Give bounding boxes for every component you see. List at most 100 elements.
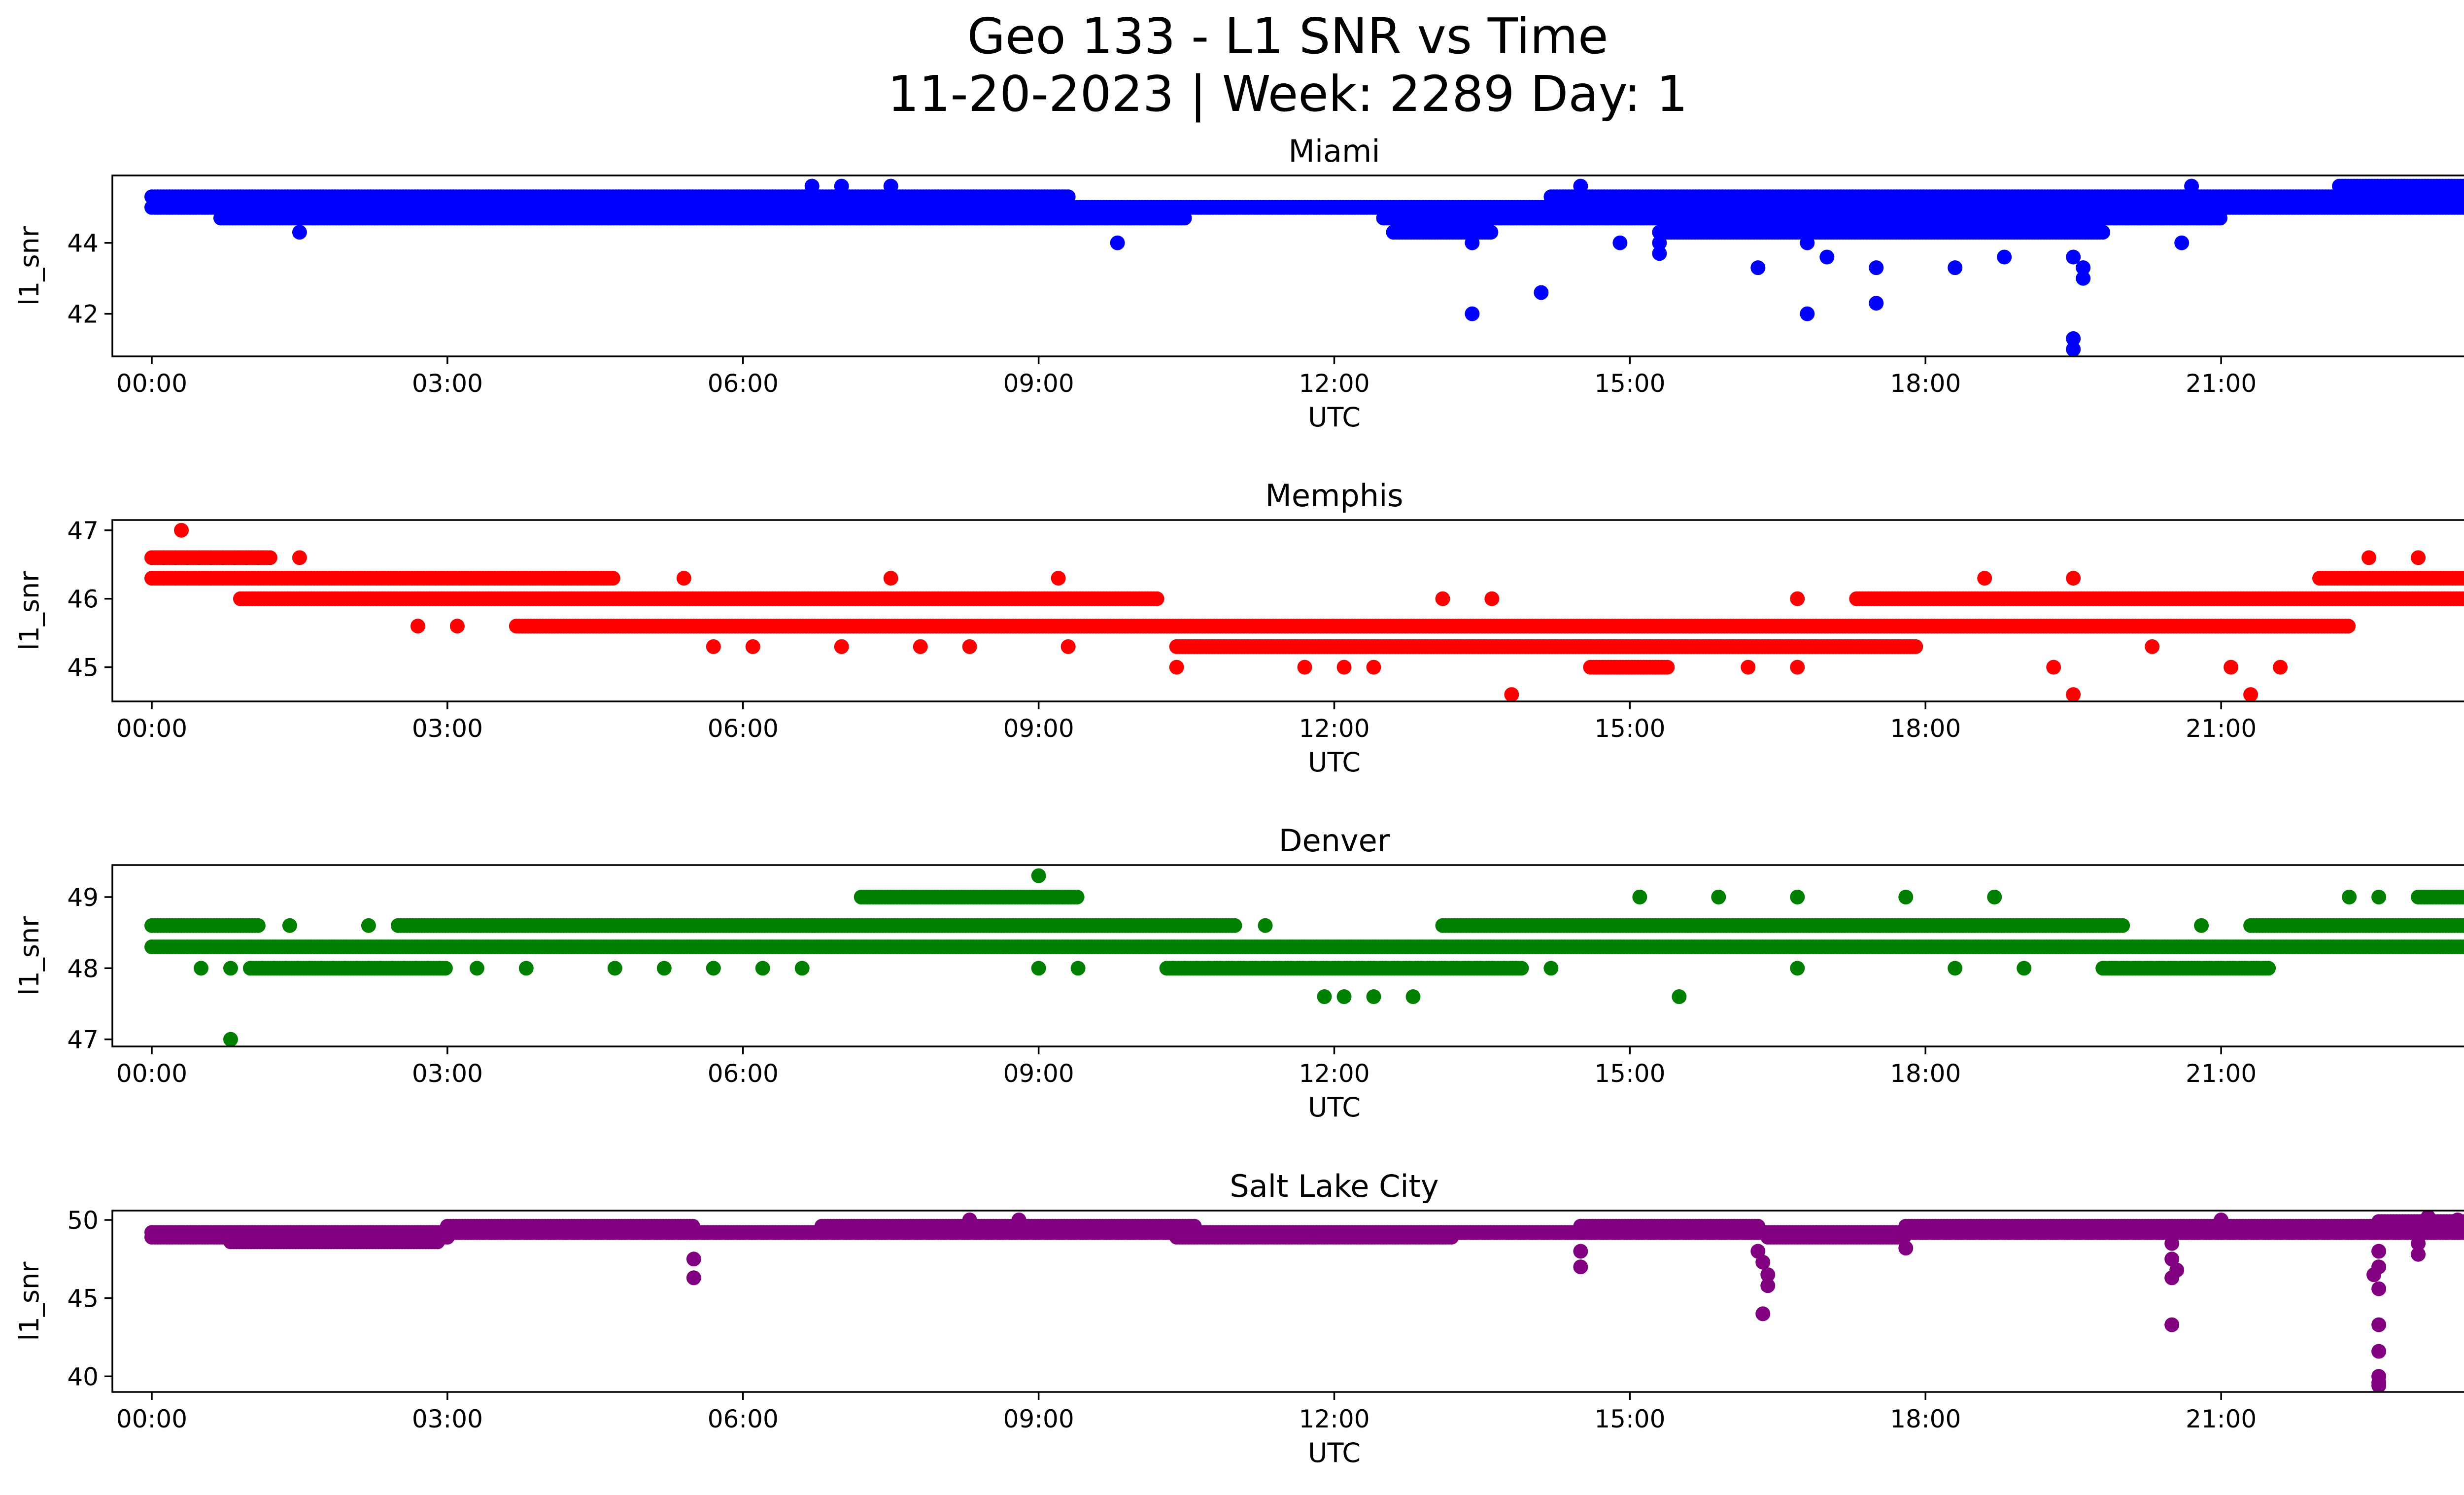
data-point bbox=[834, 639, 849, 654]
point-band-denver-0 bbox=[144, 939, 2464, 954]
point-band-memphis-5 bbox=[1327, 619, 2229, 634]
data-point bbox=[1465, 306, 1480, 321]
data-point bbox=[1660, 660, 1675, 675]
data-point bbox=[1336, 660, 1352, 675]
x-tick-label: 03:00 bbox=[412, 369, 483, 398]
data-point bbox=[2066, 249, 2081, 265]
data-point bbox=[2174, 235, 2190, 250]
point-band-memphis-8 bbox=[2312, 571, 2464, 586]
data-point bbox=[2243, 687, 2259, 701]
data-point bbox=[2462, 202, 2464, 212]
x-tick-label: 18:00 bbox=[1890, 369, 1961, 398]
data-point bbox=[2462, 181, 2464, 191]
data-point bbox=[1869, 296, 1884, 311]
y-tick-label: 45 bbox=[67, 654, 99, 682]
axes-title-memphis: Memphis bbox=[1265, 478, 1403, 514]
y-tick-label: 46 bbox=[67, 585, 99, 614]
y-tick-label: 44 bbox=[67, 229, 99, 258]
x-tick-label: 21:00 bbox=[2186, 369, 2257, 398]
data-point bbox=[1652, 246, 1667, 261]
scatter-series-miami bbox=[144, 178, 2464, 356]
y-axis-label-memphis: l1_snr bbox=[14, 571, 45, 651]
data-point bbox=[449, 619, 465, 634]
y-axis-label-miami: l1_snr bbox=[14, 226, 45, 306]
x-tick-label: 15:00 bbox=[1594, 714, 1665, 743]
x-tick-label: 00:00 bbox=[116, 369, 187, 398]
point-band-denver-2 bbox=[390, 918, 1242, 933]
data-point bbox=[1465, 235, 1480, 250]
x-axis-label-miami: UTC bbox=[1308, 402, 1361, 433]
data-point bbox=[1652, 235, 1667, 250]
point-band-denver-1 bbox=[144, 918, 266, 933]
data-point bbox=[1169, 660, 1184, 675]
data-point bbox=[2459, 939, 2464, 954]
x-tick-label: 09:00 bbox=[1003, 369, 1074, 398]
data-point bbox=[1800, 235, 1815, 250]
data-point bbox=[883, 571, 898, 586]
axes-title-denver: Denver bbox=[1279, 823, 1390, 859]
data-point bbox=[1573, 178, 1588, 194]
data-point bbox=[1977, 571, 1992, 586]
data-point bbox=[1800, 306, 1815, 321]
data-point bbox=[292, 550, 307, 565]
data-point bbox=[2095, 225, 2111, 240]
point-band-memphis-1 bbox=[144, 571, 620, 586]
data-point bbox=[1483, 225, 1499, 240]
x-axis-label-memphis: UTC bbox=[1308, 747, 1361, 778]
data-point bbox=[2046, 660, 2061, 675]
data-point bbox=[262, 550, 277, 565]
figure-title-line2: 11-20-2023 | Week: 2289 Day: 1 bbox=[888, 65, 1687, 123]
data-point bbox=[745, 639, 760, 654]
data-point bbox=[2224, 660, 2239, 675]
x-tick-label: 18:00 bbox=[1890, 714, 1961, 743]
point-band-memphis-7 bbox=[2214, 619, 2356, 634]
data-point bbox=[676, 571, 691, 586]
data-point bbox=[605, 571, 620, 586]
data-point bbox=[834, 178, 849, 194]
data-point bbox=[2411, 550, 2426, 565]
x-tick-label: 09:00 bbox=[1003, 714, 1074, 743]
data-point bbox=[1110, 235, 1125, 250]
point-band-miami-4 bbox=[1543, 189, 2464, 205]
data-point bbox=[2462, 941, 2464, 952]
data-point bbox=[2361, 550, 2377, 565]
data-point bbox=[1177, 210, 1192, 226]
data-point bbox=[706, 639, 721, 654]
x-tick-label: 03:00 bbox=[412, 714, 483, 743]
data-point bbox=[2066, 571, 2081, 586]
data-point bbox=[1612, 235, 1628, 250]
scatter-series-denver bbox=[144, 868, 2464, 1046]
x-tick-label: 00:00 bbox=[116, 714, 187, 743]
data-point bbox=[1366, 660, 1381, 675]
x-tick-label: 21:00 bbox=[2186, 714, 2257, 743]
x-tick-label: 06:00 bbox=[708, 369, 779, 398]
point-band-miami-1 bbox=[144, 189, 1076, 205]
data-point bbox=[1819, 249, 1835, 265]
data-point bbox=[2066, 342, 2081, 356]
point-band-miami-2 bbox=[213, 210, 1192, 226]
data-point bbox=[2066, 331, 2081, 346]
data-point bbox=[2341, 619, 2356, 634]
point-band-memphis-9 bbox=[1583, 660, 1675, 675]
point-band-miami-6 bbox=[1386, 225, 1499, 240]
point-band-miami-3 bbox=[1376, 210, 2228, 226]
data-point bbox=[1051, 571, 1066, 586]
data-point bbox=[410, 619, 425, 634]
data-point bbox=[292, 225, 307, 240]
point-band-memphis-6 bbox=[1849, 591, 2464, 606]
data-point bbox=[2459, 179, 2464, 193]
point-band-miami-5 bbox=[2332, 178, 2464, 194]
data-point bbox=[2076, 260, 2091, 276]
data-point bbox=[1061, 639, 1076, 654]
data-point bbox=[2461, 592, 2464, 605]
x-tick-label: 12:00 bbox=[1299, 714, 1369, 743]
y-tick-label: 47 bbox=[67, 517, 99, 545]
data-point bbox=[804, 178, 820, 194]
data-point bbox=[250, 918, 266, 933]
data-point bbox=[1741, 660, 1756, 675]
data-point bbox=[2066, 687, 2081, 701]
point-band-memphis-0 bbox=[144, 550, 277, 565]
